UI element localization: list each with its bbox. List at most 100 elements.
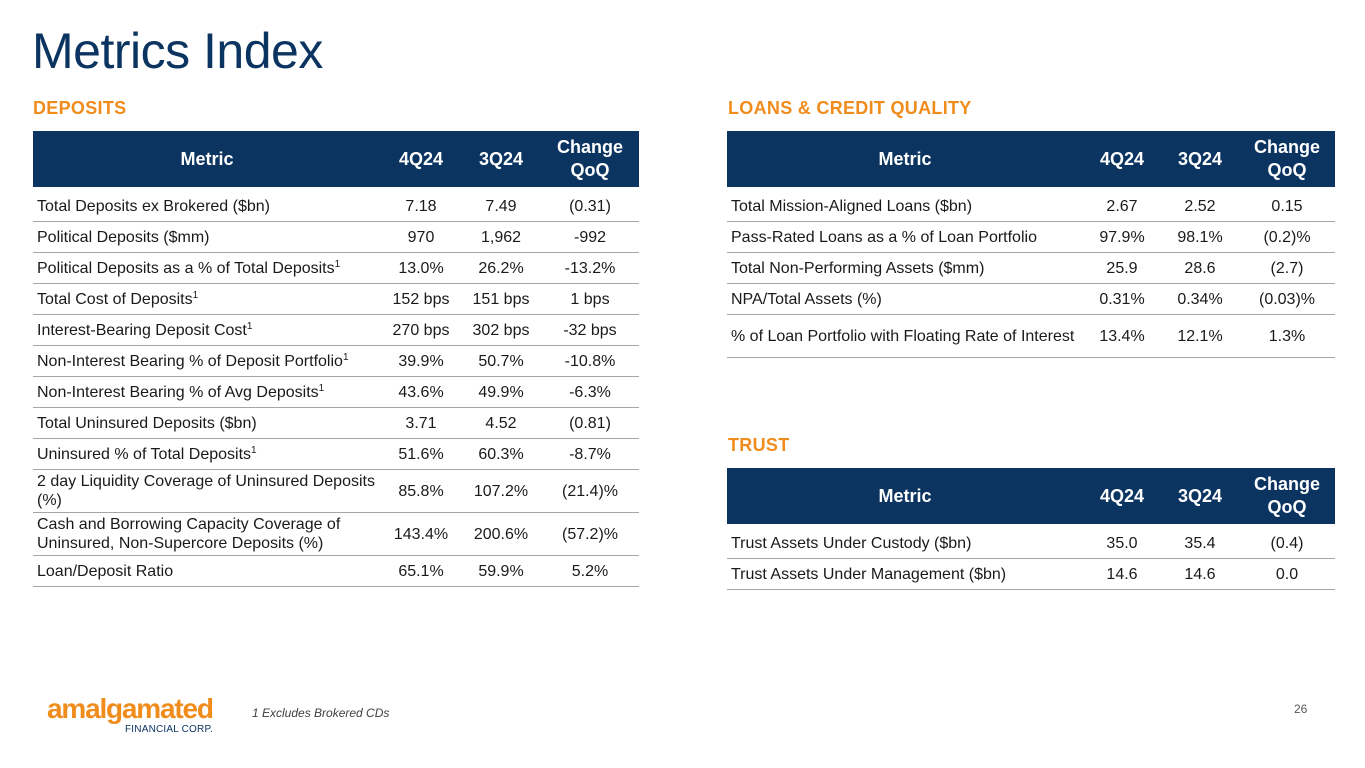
value-3q24-cell: 28.6	[1161, 252, 1239, 284]
value-4q24-cell: 25.9	[1083, 252, 1161, 284]
page-title: Metrics Index	[32, 23, 323, 79]
deposits-table: Metric 4Q24 3Q24 Change QoQ Total Deposi…	[33, 131, 639, 587]
value-3q24-cell: 50.7%	[461, 345, 541, 377]
value-3q24-cell: 14.6	[1161, 558, 1239, 590]
table-row: % of Loan Portfolio with Floating Rate o…	[727, 314, 1335, 358]
value-3q24-cell: 49.9%	[461, 376, 541, 408]
change-qoq-cell: 0.15	[1239, 187, 1335, 222]
footnote-marker: 1	[334, 258, 341, 270]
value-3q24-cell: 200.6%	[461, 512, 541, 556]
deposits-section-label: DEPOSITS	[33, 98, 127, 118]
change-qoq-cell: 0.0	[1239, 558, 1335, 590]
value-4q24-cell: 13.4%	[1083, 314, 1161, 358]
company-logo: amalgamated FINANCIAL CORP.	[47, 693, 214, 736]
table-row: Trust Assets Under Custody ($bn) 35.0 35.4…	[727, 524, 1335, 559]
table-header-row: Metric 4Q24 3Q24 Change QoQ	[33, 131, 639, 187]
trust-table: Metric 4Q24 3Q24 Change QoQ Trust Assets…	[727, 468, 1335, 590]
value-4q24-cell: 143.4%	[381, 512, 461, 556]
logo-wordmark: amalgamated	[47, 693, 214, 724]
header-change-qoq: Change QoQ	[1239, 468, 1335, 524]
change-qoq-cell: -992	[541, 221, 639, 253]
change-qoq-cell: (2.7)	[1239, 252, 1335, 284]
value-4q24-cell: 51.6%	[381, 438, 461, 470]
table-row: Pass-Rated Loans as a % of Loan Portfoli…	[727, 221, 1335, 253]
metric-cell: Interest-Bearing Deposit Cost1	[33, 314, 381, 346]
value-4q24-cell: 43.6%	[381, 376, 461, 408]
change-qoq-cell: (21.4)%	[541, 469, 639, 513]
table-header-row: Metric 4Q24 3Q24 Change QoQ	[727, 468, 1335, 524]
value-3q24-cell: 7.49	[461, 187, 541, 222]
table-row: Trust Assets Under Management ($bn) 14.6 1…	[727, 558, 1335, 590]
metric-cell: NPA/Total Assets (%)	[727, 283, 1083, 315]
value-4q24-cell: 39.9%	[381, 345, 461, 377]
value-4q24-cell: 14.6	[1083, 558, 1161, 590]
value-3q24-cell: 12.1%	[1161, 314, 1239, 358]
metric-cell: % of Loan Portfolio with Floating Rate o…	[727, 314, 1083, 358]
table-row: Total Non-Performing Assets ($mm) 25.9 28.…	[727, 252, 1335, 284]
value-4q24-cell: 97.9%	[1083, 221, 1161, 253]
change-qoq-cell: -8.7%	[541, 438, 639, 470]
value-4q24-cell: 152 bps	[381, 283, 461, 315]
value-4q24-cell: 13.0%	[381, 252, 461, 284]
table-row: Loan/Deposit Ratio 65.1% 59.9% 5.2%	[33, 555, 639, 587]
table-row: NPA/Total Assets (%) 0.31% 0.34% (0.03)%	[727, 283, 1335, 315]
header-metric: Metric	[727, 468, 1083, 524]
value-4q24-cell: 7.18	[381, 187, 461, 222]
value-3q24-cell: 302 bps	[461, 314, 541, 346]
change-qoq-cell: (0.2)%	[1239, 221, 1335, 253]
value-4q24-cell: 3.71	[381, 407, 461, 439]
change-qoq-cell: -13.2%	[541, 252, 639, 284]
loans-credit-quality-table: Metric 4Q24 3Q24 Change QoQ Total Missio…	[727, 131, 1335, 358]
table-row: Interest-Bearing Deposit Cost1 270 bps 302…	[33, 314, 639, 346]
change-qoq-cell: 1 bps	[541, 283, 639, 315]
table-row: Cash and Borrowing Capacity Coverage of …	[33, 512, 639, 556]
metric-cell: Pass-Rated Loans as a % of Loan Portfoli…	[727, 221, 1083, 253]
metric-cell: Trust Assets Under Management ($bn)	[727, 558, 1083, 590]
change-qoq-cell: (57.2)%	[541, 512, 639, 556]
value-4q24-cell: 35.0	[1083, 524, 1161, 559]
header-change-qoq: Change QoQ	[1239, 131, 1335, 187]
header-metric: Metric	[33, 131, 381, 187]
header-change-qoq: Change QoQ	[541, 131, 639, 187]
footnote-marker: 1	[342, 351, 349, 363]
metric-cell: Uninsured % of Total Deposits1	[33, 438, 381, 470]
change-qoq-cell: 1.3%	[1239, 314, 1335, 358]
footnote-marker: 1	[192, 289, 199, 301]
value-3q24-cell: 35.4	[1161, 524, 1239, 559]
table-row: Non-Interest Bearing % of Avg Deposits1 4…	[33, 376, 639, 408]
header-3q24: 3Q24	[1161, 468, 1239, 524]
footnote-marker: 1	[246, 320, 253, 332]
metric-cell: Political Deposits as a % of Total Depos…	[33, 252, 381, 284]
table-row: Total Deposits ex Brokered ($bn) 7.18 7.49…	[33, 187, 639, 222]
trust-section-label: TRUST	[728, 435, 790, 455]
metric-cell: Cash and Borrowing Capacity Coverage of …	[33, 512, 381, 556]
value-4q24-cell: 85.8%	[381, 469, 461, 513]
change-qoq-cell: -10.8%	[541, 345, 639, 377]
table-row: Political Deposits as a % of Total Depos…	[33, 252, 639, 284]
metric-cell: 2 day Liquidity Coverage of Uninsured De…	[33, 469, 381, 513]
value-3q24-cell: 151 bps	[461, 283, 541, 315]
change-qoq-cell: 5.2%	[541, 555, 639, 587]
value-3q24-cell: 60.3%	[461, 438, 541, 470]
change-qoq-cell: (0.03)%	[1239, 283, 1335, 315]
metric-cell: Non-Interest Bearing % of Deposit Portfo…	[33, 345, 381, 377]
value-4q24-cell: 2.67	[1083, 187, 1161, 222]
header-3q24: 3Q24	[461, 131, 541, 187]
value-3q24-cell: 1,962	[461, 221, 541, 253]
table-row: Political Deposits ($mm) 970 1,962 -992	[33, 221, 639, 253]
table-row: Non-Interest Bearing % of Deposit Portfo…	[33, 345, 639, 377]
metric-cell: Total Cost of Deposits1	[33, 283, 381, 315]
change-qoq-cell: -6.3%	[541, 376, 639, 408]
header-metric: Metric	[727, 131, 1083, 187]
metric-cell: Trust Assets Under Custody ($bn)	[727, 524, 1083, 559]
value-3q24-cell: 98.1%	[1161, 221, 1239, 253]
value-3q24-cell: 0.34%	[1161, 283, 1239, 315]
value-4q24-cell: 970	[381, 221, 461, 253]
header-4q24: 4Q24	[1083, 131, 1161, 187]
footnote-marker: 1	[251, 444, 257, 456]
change-qoq-cell: -32 bps	[541, 314, 639, 346]
table-row: 2 day Liquidity Coverage of Uninsured De…	[33, 469, 639, 513]
change-qoq-cell: (0.81)	[541, 407, 639, 439]
change-qoq-cell: (0.31)	[541, 187, 639, 222]
metric-cell: Total Non-Performing Assets ($mm)	[727, 252, 1083, 284]
